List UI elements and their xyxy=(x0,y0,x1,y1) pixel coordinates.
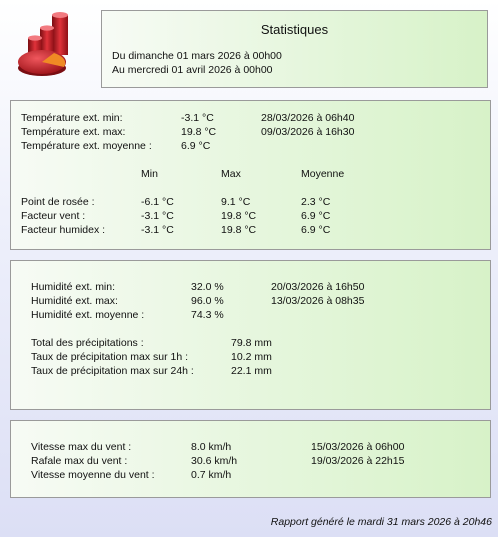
gust-max-date: 19/03/2026 à 22h15 xyxy=(311,455,405,467)
precip-total-value: 79.8 mm xyxy=(231,337,272,349)
windchill-max: 19.8 °C xyxy=(221,210,257,222)
humidity-panel: Humidité ext. min: 32.0 % 20/03/2026 à 1… xyxy=(10,260,491,410)
period-from: Du dimanche 01 mars 2026 à 00h00 xyxy=(112,50,282,62)
wind-avg-value: 0.7 km/h xyxy=(191,469,232,481)
temp-max-value: 19.8 °C xyxy=(181,126,217,138)
precip-1h-value: 10.2 mm xyxy=(231,351,272,363)
temperature-panel: Température ext. min: -3.1 °C 28/03/2026… xyxy=(10,100,491,250)
report-footer: Rapport généré le mardi 31 mars 2026 à 2… xyxy=(270,516,492,528)
dewpoint-min: -6.1 °C xyxy=(141,196,174,208)
temp-max-label: Température ext. max: xyxy=(21,126,126,138)
wind-max-value: 8.0 km/h xyxy=(191,441,232,453)
windchill-min: -3.1 °C xyxy=(141,210,174,222)
col-header-avg: Moyenne xyxy=(301,168,345,180)
humidex-max: 19.8 °C xyxy=(221,224,257,236)
hum-min-date: 20/03/2026 à 16h50 xyxy=(271,281,365,293)
precip-24h-label: Taux de précipitation max sur 24h : xyxy=(31,365,194,377)
precip-total-label: Total des précipitations : xyxy=(31,337,144,349)
temp-min-value: -3.1 °C xyxy=(181,112,214,124)
header-panel: Statistiques Du dimanche 01 mars 2026 à … xyxy=(101,10,488,88)
humidex-min: -3.1 °C xyxy=(141,224,174,236)
col-header-max: Max xyxy=(221,168,241,180)
temp-max-date: 09/03/2026 à 16h30 xyxy=(261,126,355,138)
humidex-label: Facteur humidex : xyxy=(21,224,106,236)
gust-max-label: Rafale max du vent : xyxy=(31,455,128,467)
period-to: Au mercredi 01 avril 2026 à 00h00 xyxy=(112,64,273,76)
hum-min-value: 32.0 % xyxy=(191,281,224,293)
precip-1h-label: Taux de précipitation max sur 1h : xyxy=(31,351,188,363)
temp-avg-label: Température ext. moyenne : xyxy=(21,140,152,152)
hum-max-date: 13/03/2026 à 08h35 xyxy=(271,295,365,307)
hum-max-label: Humidité ext. max: xyxy=(31,295,118,307)
humidex-avg: 6.9 °C xyxy=(301,224,331,236)
dewpoint-avg: 2.3 °C xyxy=(301,196,331,208)
dewpoint-max: 9.1 °C xyxy=(221,196,251,208)
hum-avg-value: 74.3 % xyxy=(191,309,224,321)
wind-panel: Vitesse max du vent : 8.0 km/h 15/03/202… xyxy=(10,420,491,498)
windchill-avg: 6.9 °C xyxy=(301,210,331,222)
col-header-min: Min xyxy=(141,168,158,180)
hum-min-label: Humidité ext. min: xyxy=(31,281,116,293)
report-title: Statistiques xyxy=(260,22,329,37)
precip-24h-value: 22.1 mm xyxy=(231,365,272,377)
temp-min-date: 28/03/2026 à 06h40 xyxy=(261,112,355,124)
windchill-label: Facteur vent : xyxy=(21,210,86,222)
stats-chart-logo-icon xyxy=(14,10,84,80)
temp-avg-value: 6.9 °C xyxy=(181,140,211,152)
hum-avg-label: Humidité ext. moyenne : xyxy=(31,309,145,321)
dewpoint-label: Point de rosée : xyxy=(21,196,95,208)
wind-avg-label: Vitesse moyenne du vent : xyxy=(31,469,155,481)
wind-max-date: 15/03/2026 à 06h00 xyxy=(311,441,405,453)
wind-max-label: Vitesse max du vent : xyxy=(31,441,132,453)
hum-max-value: 96.0 % xyxy=(191,295,224,307)
gust-max-value: 30.6 km/h xyxy=(191,455,238,467)
temp-min-label: Température ext. min: xyxy=(21,112,123,124)
